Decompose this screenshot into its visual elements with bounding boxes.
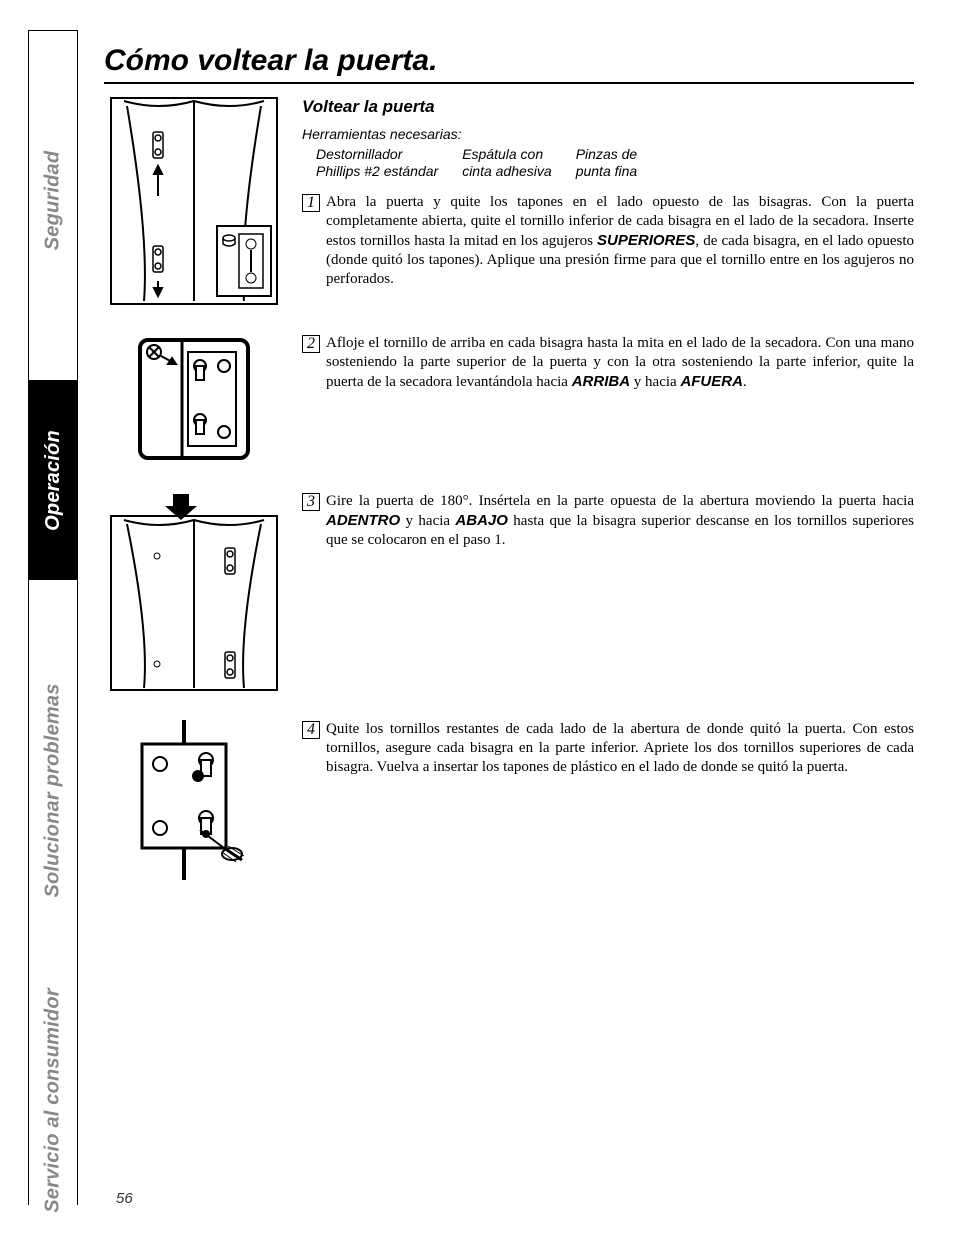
step-section-4: 4 Quite los tornillos restantes de cada … — [104, 720, 914, 880]
illustration-4 — [104, 720, 284, 880]
tab-label: Servicio al consumidor — [42, 988, 65, 1212]
step-3: 3 Gire la puerta de 180°. Insértela en l… — [302, 492, 914, 551]
tools-columns: DestornilladorPhillips #2 estándar Espát… — [302, 146, 914, 181]
step-number-icon: 3 — [302, 493, 320, 511]
illustration-2 — [104, 334, 284, 464]
tools-col-3: Pinzas depunta fina — [576, 146, 638, 181]
tab-solucionar[interactable]: Solucionar problemas — [28, 650, 78, 930]
step-2-body: 2 Afloje el tornillo de arriba en cada b… — [302, 334, 914, 464]
tab-seguridad[interactable]: Seguridad — [28, 110, 78, 290]
step-1: 1 Abra la puerta y quite los tapones en … — [302, 193, 914, 290]
tab-operacion[interactable]: Operación — [28, 380, 78, 580]
tools-intro: Herramientas necesarias: — [302, 126, 914, 144]
step-3-body: 3 Gire la puerta de 180°. Insértela en l… — [302, 492, 914, 692]
step-text: Quite los tornillos restantes de cada la… — [302, 720, 914, 778]
step-number-icon: 4 — [302, 721, 320, 739]
section-subhead: Voltear la puerta — [302, 96, 914, 118]
tools-col-2: Espátula concinta adhesiva — [462, 146, 552, 181]
step-number-icon: 1 — [302, 194, 320, 212]
tools-col-1: DestornilladorPhillips #2 estándar — [316, 146, 438, 181]
step-4-body: 4 Quite los tornillos restantes de cada … — [302, 720, 914, 880]
step-2: 2 Afloje el tornillo de arriba en cada b… — [302, 334, 914, 393]
tab-label: Operación — [42, 430, 65, 531]
step-number-icon: 2 — [302, 335, 320, 353]
step-section-1: Voltear la puerta Herramientas necesaria… — [104, 96, 914, 306]
sidebar-tabs: Seguridad Operación Solucionar problemas… — [28, 30, 78, 1205]
tab-label: Seguridad — [42, 150, 65, 250]
illustration-1 — [104, 96, 284, 306]
step-1-body: Voltear la puerta Herramientas necesaria… — [302, 96, 914, 306]
step-text: Abra la puerta y quite los tapones en el… — [302, 193, 914, 290]
step-text: Afloje el tornillo de arriba en cada bis… — [302, 334, 914, 393]
step-4: 4 Quite los tornillos restantes de cada … — [302, 720, 914, 778]
step-section-2: 2 Afloje el tornillo de arriba en cada b… — [104, 334, 914, 464]
page-number: 56 — [116, 1190, 133, 1207]
tab-label: Solucionar problemas — [42, 683, 65, 897]
page-title: Cómo voltear la puerta. — [104, 44, 914, 84]
tab-servicio[interactable]: Servicio al consumidor — [28, 970, 78, 1230]
step-section-3: 3 Gire la puerta de 180°. Insértela en l… — [104, 492, 914, 692]
step-text: Gire la puerta de 180°. Insértela en la … — [302, 492, 914, 551]
illustration-3 — [104, 492, 284, 692]
main-content: Cómo voltear la puerta. — [104, 44, 914, 908]
